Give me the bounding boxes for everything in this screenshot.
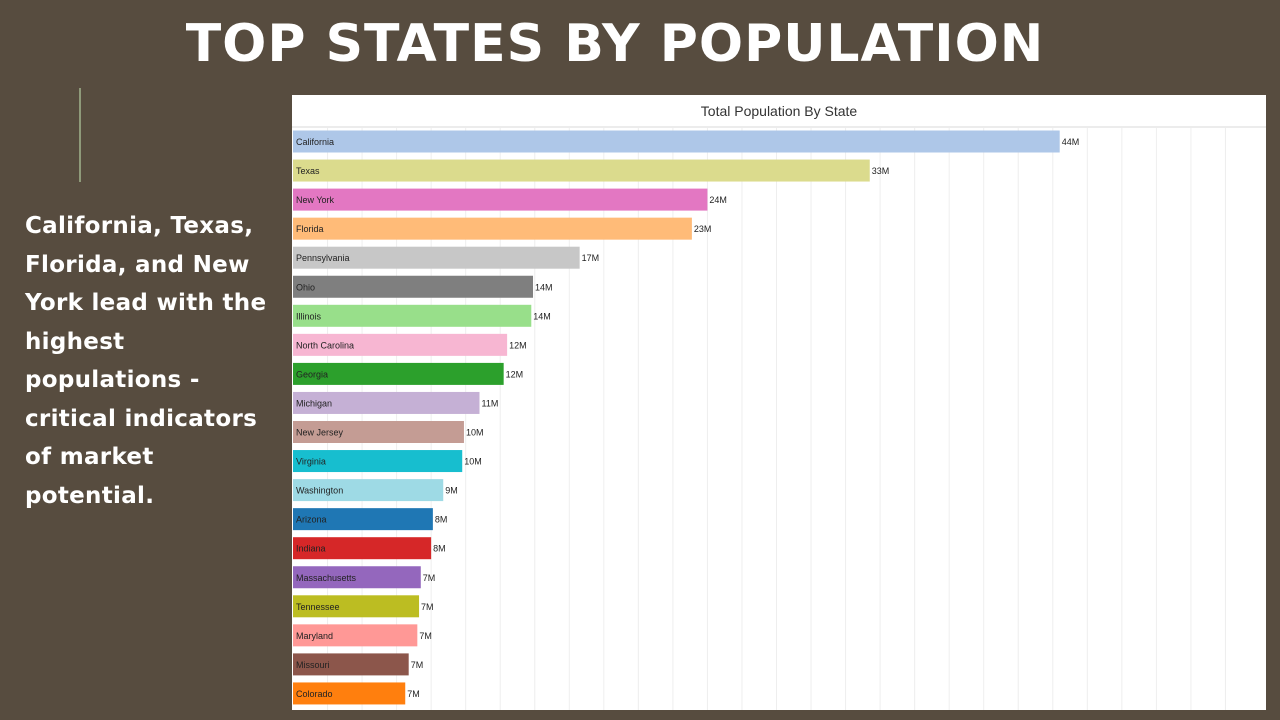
value-label: 24M — [709, 195, 727, 205]
category-label: Florida — [296, 224, 324, 234]
value-label: 9M — [445, 486, 458, 496]
bar-florida[interactable] — [293, 217, 692, 240]
chart-title: Total Population By State — [701, 103, 858, 119]
category-label: Pennsylvania — [296, 253, 350, 263]
bar-new-york[interactable] — [293, 188, 708, 211]
category-label: Michigan — [296, 398, 332, 408]
bar-new-jersey[interactable] — [293, 421, 464, 443]
bar-ohio[interactable] — [293, 275, 534, 298]
value-label: 10M — [464, 457, 482, 467]
bar-georgia[interactable] — [293, 362, 504, 385]
value-label: 8M — [433, 544, 446, 554]
bar-massachusetts[interactable] — [293, 566, 421, 589]
population-bar-chart: Total Population By State California 44M T… — [292, 103, 1266, 710]
category-label: Washington — [296, 486, 343, 496]
bar-texas[interactable] — [293, 159, 870, 182]
bar-pennsylvania[interactable] — [293, 246, 580, 269]
chart-gridlines — [327, 128, 1226, 710]
bar-tennessee[interactable] — [293, 595, 420, 618]
bar-california[interactable] — [293, 130, 1060, 153]
slide-body-text: California, Texas, Florida, and New York… — [25, 213, 267, 509]
value-label: 7M — [423, 573, 436, 583]
value-label: 33M — [872, 166, 890, 176]
category-label: California — [296, 137, 334, 147]
value-label: 11M — [481, 398, 498, 408]
value-label: 7M — [419, 631, 432, 641]
category-label: North Carolina — [296, 340, 354, 350]
accent-divider — [79, 88, 81, 182]
value-label: 8M — [435, 515, 448, 525]
bar-illinois[interactable] — [293, 304, 532, 327]
category-label: Missouri — [296, 660, 330, 670]
category-label: Illinois — [296, 311, 322, 321]
value-label: 7M — [421, 602, 434, 612]
category-label: Massachusetts — [296, 573, 357, 583]
value-label: 14M — [535, 282, 553, 292]
category-label: Ohio — [296, 282, 315, 292]
bar-maryland[interactable] — [293, 624, 418, 647]
value-label: 23M — [694, 224, 712, 234]
category-label: Texas — [296, 166, 320, 176]
bar-virginia[interactable] — [293, 450, 463, 473]
slide-title: TOP STATES BY POPULATION — [185, 14, 1045, 74]
value-label: 7M — [411, 660, 424, 670]
category-label: Georgia — [296, 369, 328, 379]
category-label: New York — [296, 195, 335, 205]
bar-michigan[interactable] — [293, 391, 480, 414]
category-label: Colorado — [296, 689, 333, 699]
bar-indiana[interactable] — [293, 537, 432, 560]
bar-north-carolina[interactable] — [293, 333, 508, 356]
value-label: 12M — [506, 369, 524, 379]
category-label: Virginia — [296, 457, 326, 467]
value-label: 14M — [533, 311, 551, 321]
category-label: Tennessee — [296, 602, 340, 612]
value-label: 44M — [1062, 137, 1080, 147]
value-label: 12M — [509, 340, 527, 350]
bar-missouri[interactable] — [293, 653, 409, 676]
chart-panel: Total Population By State California 44M T… — [292, 95, 1266, 710]
category-label: Maryland — [296, 631, 333, 641]
value-label: 10M — [466, 428, 484, 438]
chart-bars: California 44M Texas 33M New York 24M Florida 2… — [293, 130, 1080, 705]
bar-colorado[interactable] — [293, 682, 406, 705]
bar-washington[interactable] — [293, 479, 444, 502]
category-label: New Jersey — [296, 428, 344, 438]
category-label: Arizona — [296, 515, 327, 525]
value-label: 17M — [582, 253, 600, 263]
category-label: Indiana — [296, 544, 326, 554]
bar-arizona[interactable] — [293, 508, 433, 531]
value-label: 7M — [407, 689, 420, 699]
